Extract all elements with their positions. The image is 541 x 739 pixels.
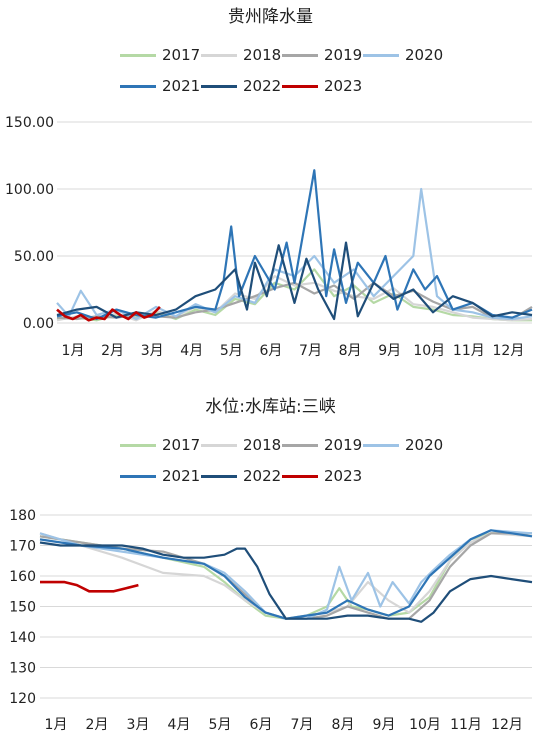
legend-item-2018: 2018 (201, 436, 281, 454)
y-tick-label: 180 (9, 508, 36, 524)
legend-label: 2018 (243, 46, 282, 64)
x-tick-label: 1月 (45, 717, 68, 733)
legend-label: 2018 (243, 436, 282, 454)
legend-item-2022: 2022 (201, 467, 281, 485)
legend-swatch (282, 53, 318, 57)
legend-swatch (120, 474, 156, 478)
series-line-2019 (39, 532, 532, 620)
y-tick-label: 150.00 (5, 115, 54, 131)
x-tick-label: 5月 (220, 343, 243, 359)
x-tick-label: 9月 (378, 343, 401, 359)
series-line-2022 (56, 241, 533, 321)
legend-swatch (363, 53, 399, 57)
series-line-2022 (39, 541, 533, 623)
legend-swatch (282, 443, 318, 447)
legend-label: 2022 (243, 467, 282, 485)
x-tick-label: 11月 (453, 343, 485, 359)
series-line-2020 (39, 529, 533, 620)
x-tick-label: 5月 (209, 717, 232, 733)
legend-item-2021: 2021 (120, 77, 200, 95)
plot-area: 0.00 50.00 100.00 150.00 1月 2月 3月 4月 5月 6月 7月 8月 9月 1… (5, 115, 533, 359)
series-line-2021 (39, 529, 533, 620)
x-tick-label: 3月 (141, 343, 164, 359)
x-tick-label: 6月 (259, 343, 282, 359)
x-tick-label: 2月 (86, 717, 109, 733)
legend-label: 2017 (162, 46, 201, 64)
legend-label: 2017 (162, 436, 201, 454)
x-tick-label: 7月 (291, 717, 314, 733)
legend-label: 2023 (324, 467, 363, 485)
series-line-2021 (56, 169, 533, 321)
series-line-2017 (56, 268, 532, 322)
y-tick-label: 130 (9, 661, 36, 677)
legend-swatch (363, 443, 399, 447)
x-tick-label: 12月 (493, 343, 525, 359)
y-tick-label: 170 (9, 539, 36, 555)
x-tick-label: 4月 (180, 343, 203, 359)
legend-item-2020: 2020 (363, 436, 443, 454)
legend-item-2017: 2017 (120, 46, 200, 64)
legend-swatch (282, 84, 318, 88)
legend-item-2023: 2023 (282, 467, 362, 485)
legend-label: 2021 (162, 77, 201, 95)
x-tick-label: 9月 (373, 717, 396, 733)
y-tick-label: 120 (9, 691, 36, 707)
legend-item-2019: 2019 (282, 46, 362, 64)
y-tick-label: 0.00 (23, 316, 54, 332)
legend-label: 2020 (405, 46, 444, 64)
x-tick-label: 8月 (339, 343, 362, 359)
legend-label: 2019 (324, 436, 363, 454)
x-tick-label: 7月 (299, 343, 322, 359)
y-tick-label: 150 (9, 600, 36, 616)
legend-item-2023: 2023 (282, 77, 362, 95)
legend-swatch (201, 53, 237, 57)
legend-swatch (120, 443, 156, 447)
legend-swatch (120, 84, 156, 88)
series-line-2023 (56, 305, 161, 322)
y-tick-label: 50.00 (14, 249, 54, 265)
x-tick-label: 10月 (409, 717, 441, 733)
y-tick-label: 100.00 (5, 182, 54, 198)
series-line-2018 (56, 275, 533, 322)
legend-swatch (201, 474, 237, 478)
legend-swatch (120, 53, 156, 57)
legend-swatch (282, 474, 318, 478)
legend-label: 2023 (324, 77, 363, 95)
precipitation-chart: 贵州降水量 2017 2018 2019 2020 2021 2022 2023 0.00 5… (5, 7, 533, 359)
legend-swatch (201, 443, 237, 447)
x-tick-label: 3月 (127, 717, 150, 733)
legend-label: 2022 (243, 77, 282, 95)
legend-swatch (201, 84, 237, 88)
legend-item-2020: 2020 (363, 46, 443, 64)
legend-item-2021: 2021 (120, 467, 200, 485)
x-tick-label: 12月 (491, 717, 523, 733)
legend-label: 2019 (324, 46, 363, 64)
y-tick-label: 160 (9, 569, 36, 585)
x-tick-label: 1月 (62, 343, 85, 359)
plot-area: 120 130 140 150 160 170 180 1月 2月 3月 4月 5月 6月 7月 8月 9月 1… (9, 508, 533, 733)
water-level-chart: 水位:水库站:三峡 2017 2018 2019 2020 2021 2022 2023 1… (0, 390, 541, 739)
legend-label: 2020 (405, 436, 444, 454)
chart-title: 水位:水库站:三峡 (205, 397, 336, 417)
series-line-2023 (40, 580, 139, 593)
x-tick-label: 4月 (168, 717, 191, 733)
legend-label: 2021 (162, 467, 201, 485)
y-tick-label: 140 (9, 630, 36, 646)
legend-item-2022: 2022 (201, 77, 281, 95)
x-tick-label: 8月 (332, 717, 355, 733)
x-tick-label: 11月 (450, 717, 482, 733)
x-tick-label: 2月 (101, 343, 124, 359)
x-tick-label: 10月 (413, 343, 445, 359)
chart-title: 贵州降水量 (228, 7, 313, 27)
legend-item-2017: 2017 (120, 436, 200, 454)
legend-item-2019: 2019 (282, 436, 362, 454)
legend-item-2018: 2018 (201, 46, 281, 64)
x-tick-label: 6月 (250, 717, 273, 733)
